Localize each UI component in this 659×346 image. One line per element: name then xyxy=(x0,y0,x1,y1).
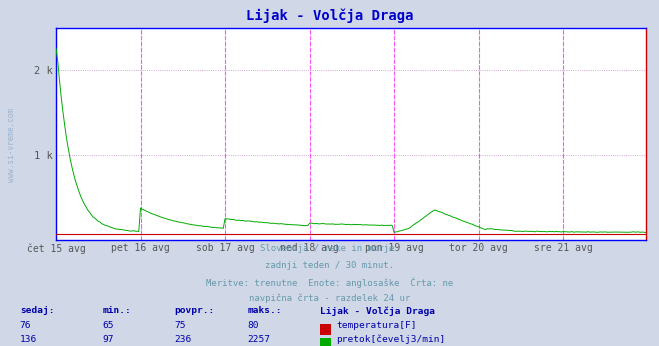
Text: 136: 136 xyxy=(20,335,37,344)
Text: Meritve: trenutne  Enote: anglosaške  Črta: ne: Meritve: trenutne Enote: anglosaške Črta… xyxy=(206,277,453,288)
Text: min.:: min.: xyxy=(102,306,131,315)
Text: 76: 76 xyxy=(20,321,31,330)
Text: 97: 97 xyxy=(102,335,113,344)
Text: Lijak - Volčja Draga: Lijak - Volčja Draga xyxy=(246,9,413,23)
Text: Lijak - Volčja Draga: Lijak - Volčja Draga xyxy=(320,306,435,316)
Text: zadnji teden / 30 minut.: zadnji teden / 30 minut. xyxy=(265,261,394,270)
Text: Slovenija / reke in morje.: Slovenija / reke in morje. xyxy=(260,244,399,253)
Text: maks.:: maks.: xyxy=(247,306,281,315)
Text: sedaj:: sedaj: xyxy=(20,306,54,315)
Text: 65: 65 xyxy=(102,321,113,330)
Text: 75: 75 xyxy=(175,321,186,330)
Text: 236: 236 xyxy=(175,335,192,344)
Text: pretok[čevelj3/min]: pretok[čevelj3/min] xyxy=(336,335,445,344)
Text: 2257: 2257 xyxy=(247,335,270,344)
Text: temperatura[F]: temperatura[F] xyxy=(336,321,416,330)
Text: navpična črta - razdelek 24 ur: navpična črta - razdelek 24 ur xyxy=(249,294,410,303)
Text: www.si-vreme.com: www.si-vreme.com xyxy=(7,108,16,182)
Text: 80: 80 xyxy=(247,321,258,330)
Text: povpr.:: povpr.: xyxy=(175,306,215,315)
